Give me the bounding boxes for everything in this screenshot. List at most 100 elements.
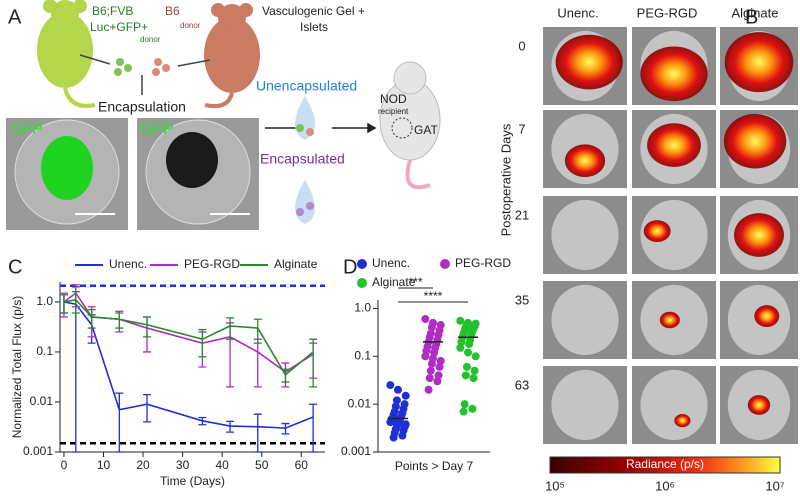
dot bbox=[386, 418, 395, 427]
x-tick-label: 40 bbox=[215, 458, 229, 472]
gel-label: Islets bbox=[300, 20, 328, 34]
dot bbox=[459, 407, 468, 416]
colorbar-tick-label: 10⁷ bbox=[765, 478, 784, 493]
ivis-signal bbox=[747, 395, 771, 415]
colorbar-label: Radiance (p/s) bbox=[626, 457, 704, 471]
series-line bbox=[63, 298, 314, 376]
series-line bbox=[63, 291, 314, 373]
y-tick-label: 0.001 bbox=[23, 444, 53, 458]
column-label: PEG-RGD bbox=[637, 5, 698, 20]
row-label: 35 bbox=[515, 292, 529, 307]
dot bbox=[465, 340, 474, 349]
dot bbox=[460, 400, 469, 409]
legend-label: PEG-RGD bbox=[455, 256, 511, 270]
x-tick-label: 30 bbox=[176, 458, 190, 472]
error-bar bbox=[309, 338, 318, 388]
dot bbox=[435, 362, 444, 371]
panel-letter: D bbox=[343, 256, 357, 278]
micrograph bbox=[6, 118, 259, 230]
y-tick-label: 0.01 bbox=[348, 396, 372, 410]
dot bbox=[433, 377, 442, 386]
panel-letter: B bbox=[745, 6, 758, 28]
dot bbox=[461, 371, 470, 380]
dot bbox=[427, 359, 436, 368]
mouse-donor-1 bbox=[37, 0, 96, 108]
column-label: Unenc. bbox=[557, 5, 598, 20]
y-tick-label: 1.0 bbox=[36, 294, 53, 308]
mouse-recipient bbox=[379, 61, 441, 190]
mouse-donor-2 bbox=[204, 3, 260, 109]
legend-label: Alginate bbox=[372, 275, 416, 289]
dot bbox=[386, 381, 395, 390]
ivis-grid: Unenc. PEG-RGD Alginate 0 7 21 35 63 bbox=[515, 5, 798, 444]
error-bar bbox=[115, 392, 124, 453]
error-bar bbox=[198, 328, 207, 358]
colorbar-tick-label: 10⁶ bbox=[655, 478, 675, 493]
error-bar bbox=[253, 318, 262, 344]
y-tick-label: 0.1 bbox=[354, 348, 371, 362]
arrows bbox=[265, 122, 377, 134]
ivis-signal bbox=[555, 34, 623, 90]
ivis-signal bbox=[734, 213, 784, 257]
recipient-label: NOD bbox=[380, 92, 407, 106]
dot bbox=[398, 431, 407, 440]
dot bbox=[456, 343, 465, 352]
dot bbox=[425, 374, 434, 383]
error-bar bbox=[281, 368, 290, 383]
dot bbox=[421, 352, 430, 361]
legend-swatch bbox=[440, 259, 450, 269]
error-bar bbox=[143, 394, 152, 423]
ivis-signal bbox=[754, 305, 780, 328]
group-label: Encapsulated bbox=[260, 151, 345, 167]
dot bbox=[471, 352, 480, 361]
error-bar bbox=[143, 316, 152, 338]
ivis-signal bbox=[643, 220, 671, 243]
colorbar-tick-label: 10⁵ bbox=[545, 478, 565, 493]
row-label: 21 bbox=[515, 207, 529, 222]
dot bbox=[436, 356, 445, 365]
colorbar bbox=[549, 456, 781, 474]
ivis-signal bbox=[723, 113, 787, 169]
dot bbox=[464, 348, 472, 357]
dot bbox=[434, 371, 443, 380]
x-tick-label: 10 bbox=[97, 458, 111, 472]
y-tick-label: 0.1 bbox=[36, 344, 53, 358]
error-bar bbox=[59, 293, 68, 314]
donor-label: Luc+GFP+ bbox=[90, 20, 148, 34]
legend-label: PEG-RGD bbox=[184, 257, 240, 271]
x-tick-label: 0 bbox=[61, 458, 68, 472]
ivis-signal bbox=[647, 123, 701, 167]
dot bbox=[401, 391, 410, 400]
panel-letter: A bbox=[8, 6, 22, 28]
dot bbox=[392, 396, 401, 405]
donor-label: B6 bbox=[165, 4, 180, 18]
gfp-label: GFP bbox=[141, 121, 174, 138]
encapsulation-label: Encapsulation bbox=[98, 99, 186, 115]
dot bbox=[470, 366, 479, 375]
ivis-mouse bbox=[640, 369, 708, 441]
dot bbox=[457, 337, 466, 346]
x-tick-label: 20 bbox=[136, 458, 150, 472]
row-axis-label: Postoperative Days bbox=[498, 123, 513, 236]
donor-sub: donor bbox=[140, 35, 161, 44]
ivis-mouse bbox=[551, 369, 619, 441]
error-bar bbox=[226, 420, 235, 433]
error-bar bbox=[198, 416, 207, 426]
ivis-signal bbox=[659, 311, 680, 329]
y-axis-title: Normalized Total Flux (p/s) bbox=[10, 296, 24, 439]
dot bbox=[389, 433, 398, 442]
gel-droplets bbox=[295, 96, 315, 224]
dot bbox=[462, 362, 471, 371]
legend-label: Unenc. bbox=[372, 256, 410, 270]
dot bbox=[394, 385, 402, 394]
dot bbox=[456, 316, 465, 325]
row-label: 63 bbox=[515, 377, 529, 392]
legend-swatch bbox=[357, 278, 367, 288]
row-label: 0 bbox=[518, 38, 525, 53]
panel-letter: C bbox=[8, 256, 22, 278]
row-label: 7 bbox=[518, 121, 525, 136]
ivis-mouse bbox=[640, 199, 708, 271]
significance-label: *** bbox=[408, 275, 422, 289]
significance-label: **** bbox=[424, 289, 443, 303]
